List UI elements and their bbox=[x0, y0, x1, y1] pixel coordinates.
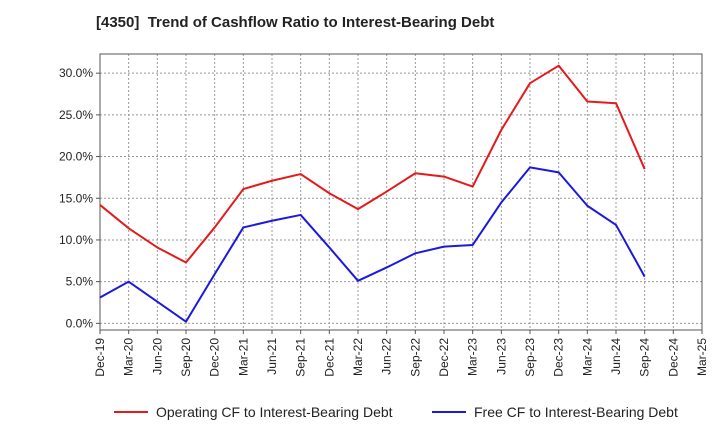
x-tick-label: Dec-22 bbox=[437, 338, 451, 377]
grid-lines bbox=[100, 54, 702, 330]
x-tick-label: Mar-20 bbox=[122, 338, 136, 376]
legend-label-operating-cf: Operating CF to Interest-Bearing Debt bbox=[156, 404, 393, 420]
y-tick-label: 0.0% bbox=[66, 316, 94, 330]
y-tick-label: 10.0% bbox=[59, 233, 93, 247]
x-tick-label: Sep-22 bbox=[408, 338, 422, 377]
x-tick-label: Sep-23 bbox=[523, 338, 537, 377]
x-tick-label: Mar-22 bbox=[351, 338, 365, 376]
series-line-0 bbox=[99, 64, 646, 264]
chart-title: [4350] Trend of Cashflow Ratio to Intere… bbox=[96, 14, 495, 31]
legend-swatch-free-cf bbox=[432, 411, 466, 413]
x-tick-label: Dec-19 bbox=[93, 338, 107, 377]
y-axis-ticks: 0.0% 5.0% 10.0% 15.0% 20.0% 25.0% 30.0% bbox=[59, 66, 100, 330]
x-tick-label: Sep-20 bbox=[179, 338, 193, 377]
x-tick-label: Mar-24 bbox=[580, 338, 594, 376]
x-tick-label: Jun-22 bbox=[380, 338, 394, 375]
x-tick-label: Dec-21 bbox=[322, 338, 336, 377]
x-tick-label: Jun-20 bbox=[150, 338, 164, 375]
x-tick-label: Jun-24 bbox=[609, 338, 623, 375]
legend-item-free-cf: Free CF to Interest-Bearing Debt bbox=[432, 404, 678, 420]
y-tick-label: 5.0% bbox=[66, 275, 94, 289]
y-tick-label: 30.0% bbox=[59, 66, 93, 80]
legend: Operating CF to Interest-Bearing Debt Fr… bbox=[0, 404, 720, 426]
x-tick-label: Jun-23 bbox=[494, 338, 508, 375]
y-tick-label: 15.0% bbox=[59, 191, 93, 205]
x-tick-label: Mar-25 bbox=[695, 338, 709, 376]
x-tick-label: Dec-24 bbox=[666, 338, 680, 377]
x-tick-label: Dec-20 bbox=[208, 338, 222, 377]
y-tick-label: 20.0% bbox=[59, 150, 93, 164]
cashflow-ratio-chart: 0.0% 5.0% 10.0% 15.0% 20.0% 25.0% 30.0% Dec-19… bbox=[59, 53, 709, 377]
x-tick-label: Jun-21 bbox=[265, 338, 279, 375]
x-tick-label: Sep-21 bbox=[294, 338, 308, 377]
x-tick-label: Mar-21 bbox=[236, 338, 250, 376]
legend-label-free-cf: Free CF to Interest-Bearing Debt bbox=[474, 404, 678, 420]
x-tick-label: Mar-23 bbox=[466, 338, 480, 376]
x-axis-ticks: Dec-19 Mar-20 Jun-20 Sep-20 Dec-20 Mar-21 Jun-… bbox=[93, 330, 709, 377]
series-line-1 bbox=[99, 166, 646, 323]
x-tick-label: Dec-23 bbox=[552, 338, 566, 377]
y-tick-label: 25.0% bbox=[59, 108, 93, 122]
legend-item-operating-cf: Operating CF to Interest-Bearing Debt bbox=[114, 404, 393, 420]
x-tick-label: Sep-24 bbox=[638, 338, 652, 377]
plot-area bbox=[100, 54, 702, 330]
legend-swatch-operating-cf bbox=[114, 411, 148, 413]
plot-border bbox=[99, 53, 703, 331]
series-lines bbox=[99, 64, 646, 323]
